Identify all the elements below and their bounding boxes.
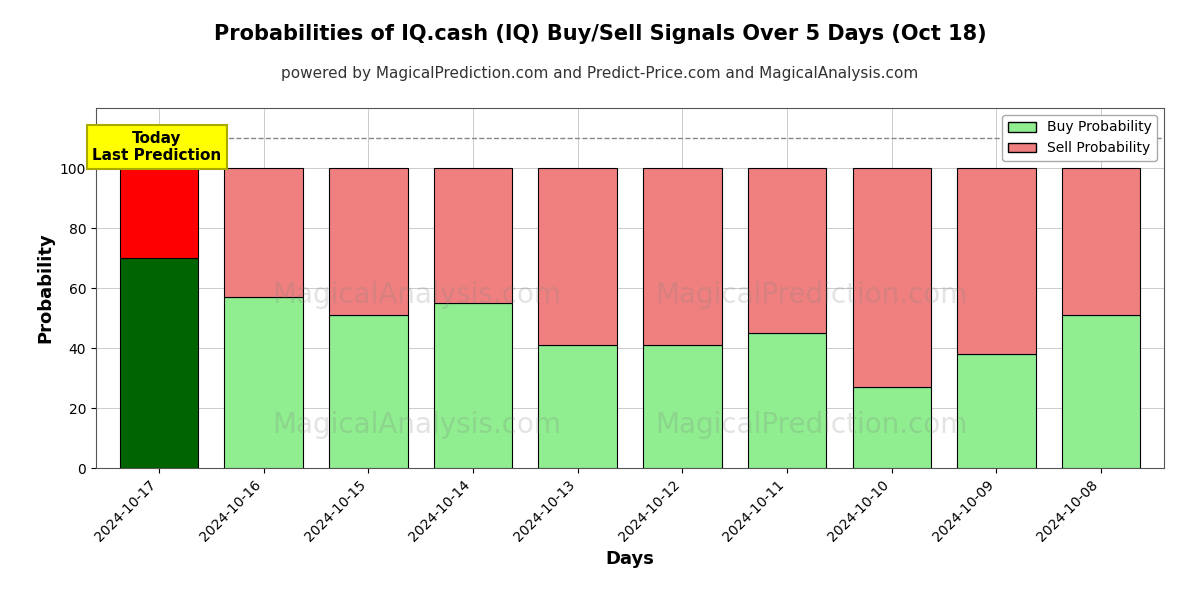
- Bar: [329, 315, 408, 468]
- Text: Today
Last Prediction: Today Last Prediction: [92, 131, 221, 163]
- Bar: [748, 168, 827, 333]
- Bar: [433, 303, 512, 468]
- Bar: [852, 387, 931, 468]
- Text: MagicalAnalysis.com: MagicalAnalysis.com: [272, 281, 560, 309]
- Bar: [539, 345, 617, 468]
- Bar: [643, 168, 721, 345]
- Bar: [329, 168, 408, 315]
- Bar: [224, 168, 302, 297]
- Y-axis label: Probability: Probability: [36, 233, 54, 343]
- Bar: [224, 297, 302, 468]
- Text: MagicalPrediction.com: MagicalPrediction.com: [655, 411, 967, 439]
- Bar: [958, 354, 1036, 468]
- Text: MagicalPrediction.com: MagicalPrediction.com: [655, 281, 967, 309]
- X-axis label: Days: Days: [606, 550, 654, 568]
- Text: Probabilities of IQ.cash (IQ) Buy/Sell Signals Over 5 Days (Oct 18): Probabilities of IQ.cash (IQ) Buy/Sell S…: [214, 24, 986, 44]
- Bar: [958, 168, 1036, 354]
- Legend: Buy Probability, Sell Probability: Buy Probability, Sell Probability: [1002, 115, 1157, 161]
- Bar: [433, 168, 512, 303]
- Text: powered by MagicalPrediction.com and Predict-Price.com and MagicalAnalysis.com: powered by MagicalPrediction.com and Pre…: [281, 66, 919, 81]
- Text: MagicalAnalysis.com: MagicalAnalysis.com: [272, 411, 560, 439]
- Bar: [852, 168, 931, 387]
- Bar: [1062, 315, 1140, 468]
- Bar: [120, 168, 198, 258]
- Bar: [643, 345, 721, 468]
- Bar: [1062, 168, 1140, 315]
- Bar: [748, 333, 827, 468]
- Bar: [120, 258, 198, 468]
- Bar: [539, 168, 617, 345]
